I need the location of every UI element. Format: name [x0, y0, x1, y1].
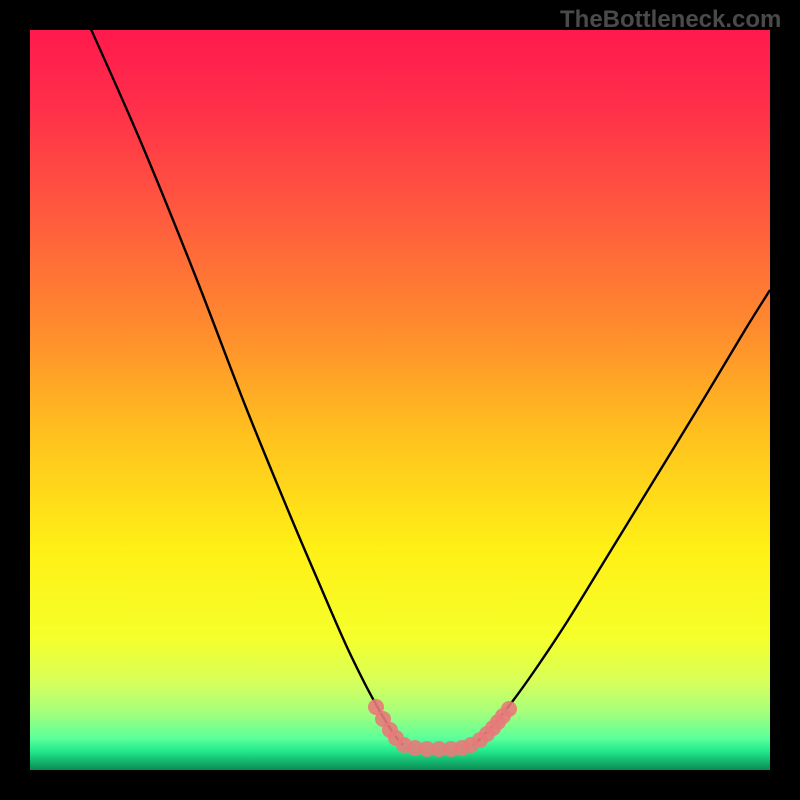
valley-marker	[501, 701, 517, 717]
bottleneck-chart	[0, 0, 800, 800]
watermark-text: TheBottleneck.com	[560, 6, 781, 34]
